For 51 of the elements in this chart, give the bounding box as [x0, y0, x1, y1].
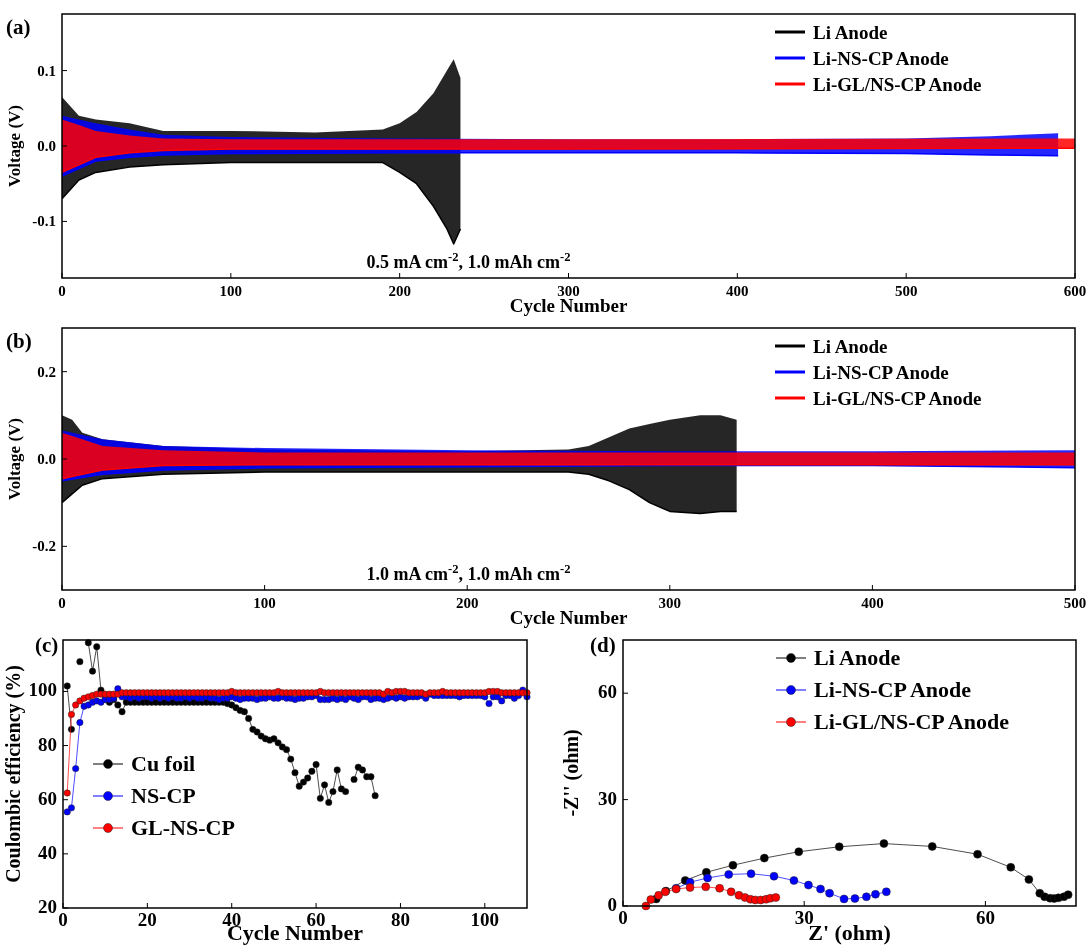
- y-tick-label: 30: [598, 787, 617, 809]
- x-tick-label: 60: [306, 909, 326, 930]
- legend-label: Li-NS-CP Anode: [813, 362, 949, 383]
- y-tick-label: 0.2: [37, 363, 56, 380]
- x-tick-label: 500: [894, 283, 918, 299]
- legend-label: Li-GL/NS-CP Anode: [813, 388, 982, 409]
- legend-label: Li-GL/NS-CP Anode: [814, 709, 1010, 734]
- chart-title: (a): [6, 15, 31, 39]
- annotation: 0.5 mA cm$^{-2}$, 1.0 mAh cm$^{-2}$: [366, 250, 571, 272]
- y-tick-label: -0.1: [32, 213, 56, 230]
- y-tick-label: 0: [607, 894, 617, 915]
- y-axis-title: Voltage (V): [5, 418, 24, 500]
- y-axis-title: Coulombic efficiency (%): [2, 665, 25, 883]
- legend-label: GL-NS-CP: [131, 815, 235, 840]
- legend-label: Li Anode: [813, 22, 888, 43]
- y-axis-title: -Z'' (ohm): [560, 729, 583, 817]
- y-tick-label: 0.0: [37, 138, 56, 154]
- legend-label: Cu foil: [131, 751, 196, 776]
- y-axis-title: Voltage (V): [5, 105, 24, 187]
- x-tick-label: 200: [455, 595, 479, 611]
- x-tick-label: 300: [658, 595, 682, 611]
- x-tick-label: 600: [1063, 283, 1087, 299]
- chart-title: (c): [35, 633, 59, 657]
- y-tick-label: 100: [28, 679, 57, 701]
- legend-label: Li-NS-CP Anode: [814, 677, 972, 702]
- y-tick-label: 0.0: [37, 451, 56, 467]
- x-tick-label: 20: [137, 909, 157, 930]
- legend-label: Li-GL/NS-CP Anode: [813, 74, 982, 95]
- annotation: 1.0 mA cm$^{-2}$, 1.0 mAh cm$^{-2}$: [366, 562, 571, 584]
- y-tick-label: 40: [38, 841, 57, 863]
- legend-label: Li Anode: [814, 645, 901, 670]
- legend-label: Li Anode: [813, 336, 888, 357]
- x-tick-label: 80: [390, 909, 410, 930]
- x-tick-label: 200: [388, 283, 411, 299]
- legend-label: Li-NS-CP Anode: [813, 48, 949, 69]
- y-tick-label: 80: [38, 733, 57, 755]
- x-tick-label: 100: [253, 595, 276, 611]
- x-tick-label: 400: [861, 595, 884, 611]
- chart-title: (d): [590, 633, 616, 657]
- x-tick-label: 400: [726, 283, 749, 299]
- x-tick-label: 500: [1063, 595, 1087, 611]
- x-tick-label: 100: [219, 283, 243, 299]
- x-tick-label: 60: [975, 907, 995, 928]
- y-tick-label: -0.2: [32, 538, 56, 555]
- y-tick-label: 60: [38, 787, 57, 809]
- x-axis-title: Cycle Number: [509, 607, 628, 628]
- x-tick-label: 100: [470, 909, 500, 930]
- y-tick-label: 0.1: [37, 62, 56, 79]
- y-tick-label: 60: [598, 681, 617, 703]
- chart-title: (b): [6, 329, 32, 353]
- legend-label: NS-CP: [131, 783, 196, 808]
